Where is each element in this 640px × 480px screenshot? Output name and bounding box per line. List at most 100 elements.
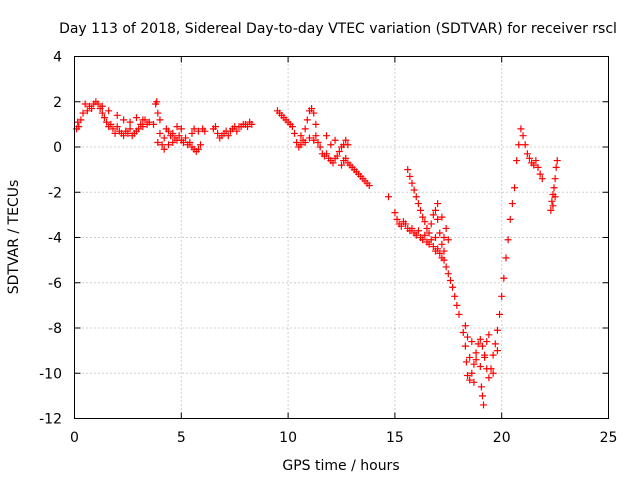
- data-point: [179, 138, 187, 146]
- y-axis-ticks: -12 -10 -8 -6 -4 -2 0 2 4: [39, 50, 609, 428]
- data-point: [301, 138, 309, 146]
- data-point: [429, 211, 437, 219]
- data-point: [436, 249, 444, 257]
- x-tick-label: 0: [70, 430, 79, 446]
- data-point: [493, 347, 501, 355]
- data-point: [551, 175, 559, 183]
- data-point: [312, 132, 320, 140]
- data-point: [329, 159, 337, 167]
- data-point: [103, 118, 111, 126]
- data-point: [549, 202, 557, 210]
- data-point: [468, 338, 476, 346]
- data-point: [365, 181, 373, 189]
- data-point: [476, 362, 484, 370]
- data-point: [408, 179, 416, 187]
- data-point: [77, 116, 85, 124]
- data-point: [511, 184, 519, 192]
- data-point: [506, 215, 514, 223]
- data-point: [164, 141, 172, 149]
- data-point: [417, 206, 425, 214]
- data-point: [291, 129, 299, 137]
- data-point: [214, 129, 222, 137]
- data-point: [402, 220, 410, 228]
- data-point: [316, 143, 324, 151]
- data-point: [472, 356, 480, 364]
- data-point: [160, 134, 168, 142]
- y-tick-label: 2: [53, 95, 62, 111]
- data-point: [412, 231, 420, 239]
- data-point: [344, 141, 352, 149]
- data-point: [487, 365, 495, 373]
- data-point: [552, 163, 560, 171]
- data-point: [244, 123, 252, 131]
- data-point: [297, 141, 305, 149]
- data-point: [233, 127, 241, 135]
- data-point: [107, 120, 115, 128]
- data-point: [303, 116, 311, 124]
- data-point: [440, 247, 448, 255]
- data-point: [534, 163, 542, 171]
- data-point: [478, 342, 486, 350]
- data-point: [434, 215, 442, 223]
- data-point: [169, 138, 177, 146]
- y-tick-label: -10: [39, 366, 62, 382]
- data-point: [431, 206, 439, 214]
- data-point: [153, 98, 161, 106]
- y-tick-label: -6: [48, 276, 62, 292]
- data-point: [310, 136, 318, 144]
- data-point: [427, 220, 435, 228]
- y-tick-label: -2: [48, 185, 62, 201]
- data-point: [446, 276, 454, 284]
- data-point: [120, 116, 128, 124]
- data-point: [436, 229, 444, 237]
- data-point: [414, 200, 422, 208]
- data-point: [449, 283, 457, 291]
- data-point: [158, 141, 166, 149]
- data-point: [333, 152, 341, 160]
- data-point: [164, 127, 172, 135]
- data-point: [421, 231, 429, 239]
- data-point: [83, 107, 91, 115]
- data-point: [431, 234, 439, 241]
- data-point: [297, 132, 305, 140]
- data-point: [550, 184, 558, 192]
- data-point: [536, 170, 544, 178]
- data-point: [156, 116, 164, 124]
- data-point: [342, 136, 350, 144]
- data-point: [412, 193, 420, 201]
- data-point: [496, 310, 504, 318]
- data-point: [472, 349, 480, 357]
- data-point: [483, 338, 491, 346]
- data-point: [414, 227, 422, 235]
- data-point: [461, 322, 469, 330]
- data-point: [384, 193, 392, 201]
- data-point: [464, 333, 472, 341]
- data-point: [175, 132, 183, 140]
- data-point: [502, 254, 510, 262]
- data-point: [111, 129, 119, 137]
- data-point: [126, 125, 134, 133]
- x-tick-label: 15: [386, 430, 404, 446]
- data-point: [98, 102, 106, 110]
- data-point: [177, 125, 185, 133]
- data-point: [429, 243, 437, 251]
- data-point: [444, 270, 452, 278]
- data-point: [425, 240, 433, 248]
- data-point: [532, 157, 540, 165]
- data-point: [169, 129, 177, 137]
- data-point: [391, 209, 399, 217]
- data-point: [489, 351, 497, 359]
- data-point: [425, 229, 433, 237]
- data-point: [323, 150, 331, 158]
- data-point: [485, 374, 493, 382]
- data-point: [135, 125, 143, 133]
- y-tick-label: 4: [53, 50, 62, 66]
- data-point: [547, 206, 555, 214]
- data-point: [310, 109, 318, 117]
- data-point: [438, 213, 446, 221]
- data-point: [455, 310, 463, 318]
- data-point: [75, 123, 83, 131]
- data-point: [519, 132, 527, 140]
- data-point: [224, 132, 232, 140]
